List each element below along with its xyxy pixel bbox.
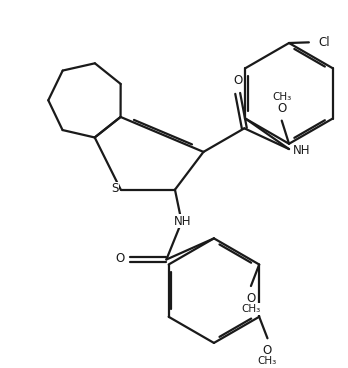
Text: O: O: [263, 344, 272, 357]
Text: CH₃: CH₃: [258, 357, 277, 367]
Text: S: S: [111, 183, 119, 195]
Text: O: O: [115, 252, 124, 265]
Text: Cl: Cl: [319, 36, 330, 49]
Text: O: O: [277, 102, 286, 115]
Text: NH: NH: [293, 144, 310, 157]
Text: CH₃: CH₃: [241, 304, 261, 314]
Text: NH: NH: [174, 215, 191, 227]
Text: CH₃: CH₃: [272, 92, 291, 102]
Text: O: O: [233, 74, 242, 88]
Text: O: O: [246, 292, 255, 305]
